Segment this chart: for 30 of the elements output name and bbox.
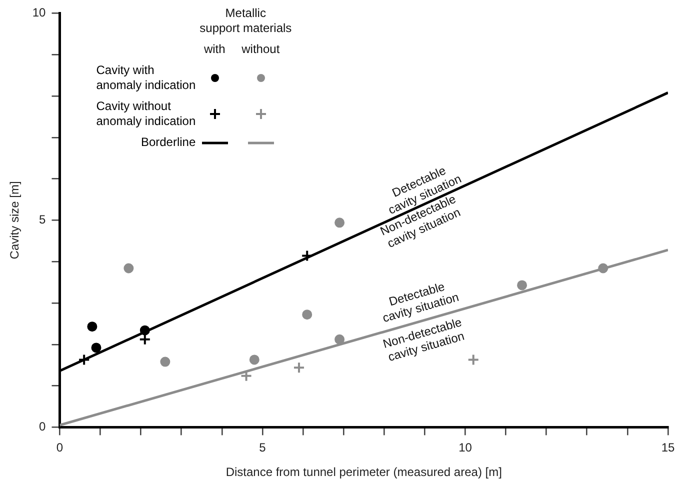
- y-axis-title: Cavity size [m]: [8, 181, 22, 260]
- legend-title: Metallic support materials: [200, 6, 292, 36]
- x-tick-label: 0: [56, 440, 64, 455]
- point: [91, 342, 102, 353]
- point: [467, 354, 480, 366]
- point: [87, 322, 98, 332]
- x-axis-title: Distance from tunnel perimeter (measured area) [m]: [226, 465, 502, 480]
- point: [140, 325, 150, 336]
- point: [517, 280, 528, 290]
- point: [334, 334, 345, 344]
- y-tick-label: 10: [32, 6, 46, 20]
- point: [301, 250, 314, 262]
- x-tick-label: 15: [661, 440, 675, 455]
- point: [78, 354, 90, 366]
- legend-label: Cavity with anomaly indication: [96, 63, 197, 94]
- point: [249, 354, 260, 365]
- annotation: without: [240, 42, 281, 58]
- x-tick-label: 5: [259, 440, 266, 455]
- legend-label: Cavity without anomaly indication: [96, 99, 197, 130]
- y-tick-label: 0: [39, 420, 46, 434]
- point: [334, 218, 345, 228]
- point: [292, 362, 305, 374]
- point: [598, 263, 608, 274]
- y-tick-label: 5: [39, 212, 46, 227]
- point: [160, 356, 170, 367]
- annotation: with: [202, 42, 226, 58]
- x-tick-label: 10: [458, 440, 472, 455]
- point: [124, 263, 134, 274]
- point: [302, 310, 312, 320]
- legend-label: Borderline: [140, 135, 197, 150]
